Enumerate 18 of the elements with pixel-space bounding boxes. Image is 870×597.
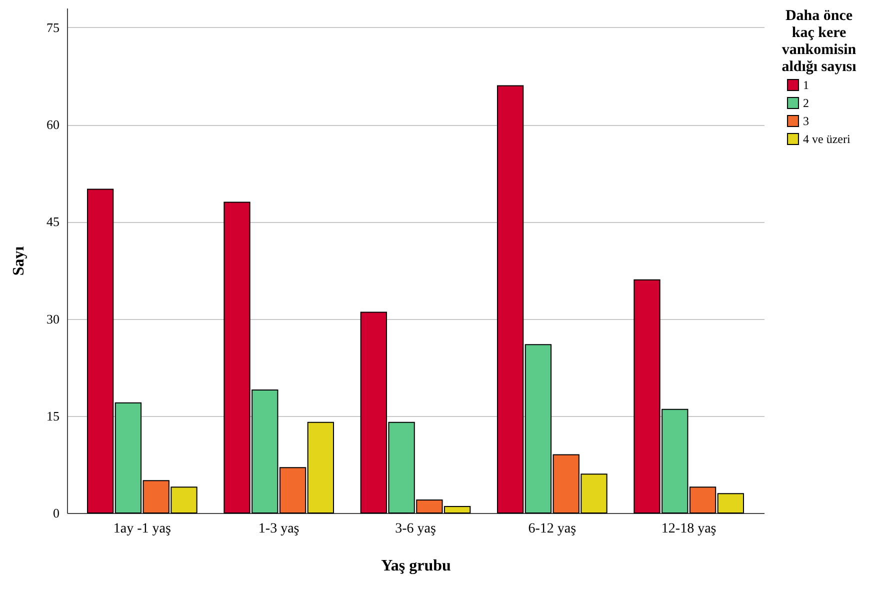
x-tick-label: 1-3 yaş — [258, 522, 300, 536]
y-tick-label: 45 — [46, 214, 60, 230]
legend-label: 3 — [803, 114, 809, 128]
legend-title: Daha önce kaç kere vankomisin aldığı sayısı — [782, 8, 857, 75]
x-tick-label: 12-18 yaş — [661, 522, 716, 536]
x-tick-label: 6-12 yaş — [528, 522, 576, 536]
y-tick-label: 30 — [46, 311, 60, 326]
y-axis-title: Sayı — [10, 246, 28, 276]
x-tick-label: 1ay -1 yaş — [113, 522, 171, 536]
legend-label: 1 — [803, 78, 809, 92]
y-tick-label: 75 — [46, 20, 60, 35]
legend-label: 4 ve üzeri — [803, 132, 851, 146]
y-tick-label: 60 — [46, 117, 60, 132]
y-tick-label: 15 — [46, 408, 60, 424]
x-tick-label: 3-6 yaş — [395, 522, 436, 536]
x-axis-title: Yaş grubu — [381, 558, 451, 574]
legend-label: 2 — [803, 96, 809, 110]
y-tick-label: 0 — [53, 506, 60, 520]
